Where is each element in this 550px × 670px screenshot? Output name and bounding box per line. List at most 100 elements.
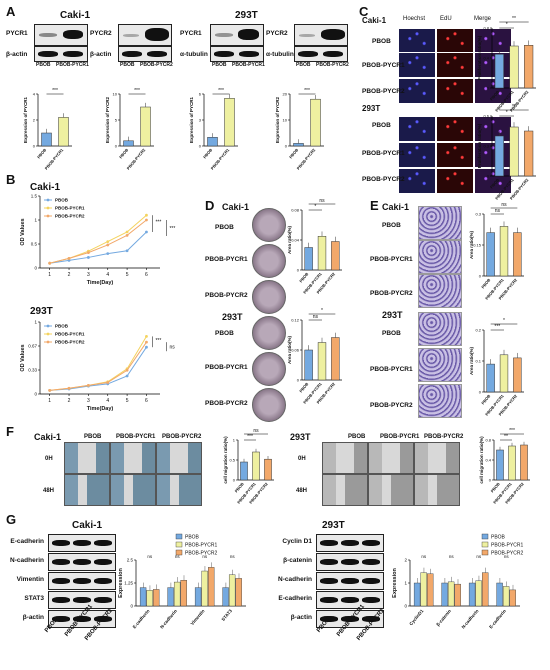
g-caki-title: Caki-1 xyxy=(72,520,103,531)
E-293-sig-label: * xyxy=(503,318,505,324)
a-x8: PBOB-PYCR2 xyxy=(316,62,349,68)
E-caki-bar xyxy=(513,232,522,277)
d-dish-3 xyxy=(252,316,286,350)
B-caki-point xyxy=(106,240,110,244)
c-image-r2-c0 xyxy=(398,78,436,104)
A-293-pycr1-ylabel: Expression of PYCR1 xyxy=(189,96,194,143)
d-row3: PBOB-PYCR2 xyxy=(205,292,248,299)
C-caki-bar xyxy=(524,45,534,89)
B-caki-xtick-label: 6 xyxy=(145,272,148,278)
g-caki-blot-0 xyxy=(48,534,116,552)
a-caki-actin-label: β-actin xyxy=(6,51,28,58)
g-293-band xyxy=(320,540,338,546)
e-row3: PBOB-PYCR2 xyxy=(370,290,413,297)
g-caki-band xyxy=(52,616,70,622)
D-293-sig-label: * xyxy=(321,308,323,314)
G-293-legend-label: PBOB-PYCR2 xyxy=(491,551,523,557)
G-caki-bar xyxy=(153,589,160,607)
E-293-xtick-label: PBOB xyxy=(480,393,491,405)
G-caki-ylabel: Expression xyxy=(118,568,124,598)
g-caki-blot-1 xyxy=(48,553,116,571)
c-col-edu: EdU xyxy=(440,16,452,22)
E-293-bar xyxy=(513,357,522,393)
G-293-legend-swatch xyxy=(481,541,489,548)
f-caki-title: Caki-1 xyxy=(34,432,62,442)
A-caki-pycr2-ytick-label: 5 xyxy=(115,118,118,123)
F-293-ytick-label: 0.4 xyxy=(485,458,491,463)
F-293-sig-label: ** xyxy=(504,434,508,440)
G-caki-xtick-label: N-cadherin xyxy=(159,608,178,629)
E-293-bar xyxy=(486,363,495,393)
A-caki-pycr2-bar xyxy=(123,140,134,147)
C-293-ylabel: Proliferation ratio(%) xyxy=(477,123,482,168)
D-293-ylabel: Area ratio(%) xyxy=(287,336,292,365)
B-293-xtick-label: 6 xyxy=(145,398,148,404)
a-293-title: 293T xyxy=(235,10,258,21)
g-293-row-label-3: E-cadherin xyxy=(278,595,312,602)
a-caki-pycr2-label: PYCR2 xyxy=(90,30,112,37)
B-caki-legend-label: PBOB xyxy=(55,198,69,203)
A-293-pycr1-ytick-label: 3 xyxy=(199,118,202,123)
c-image-r1-c0 xyxy=(398,52,436,78)
A-caki-pycr2-sig-label: *** xyxy=(134,88,140,94)
g-293-band xyxy=(362,597,380,603)
g-caki-band xyxy=(73,578,91,584)
A-caki-pycr1-ytick-label: 4 xyxy=(33,92,36,97)
g-293-band xyxy=(362,559,380,565)
e-image-3 xyxy=(418,312,462,346)
B-caki-legend-marker xyxy=(46,214,50,218)
A-caki-pycr1-ylabel: Expression of PYCR1 xyxy=(23,96,28,143)
G-caki-bar xyxy=(167,587,174,607)
B-caki-ytick-label: 0.5 xyxy=(31,242,38,247)
B-caki-xtick-label: 4 xyxy=(106,272,109,278)
g-caki-blot-4 xyxy=(48,610,116,628)
G-caki-bar xyxy=(228,574,236,607)
f-col6: PBOB-PYCR2 xyxy=(424,434,464,440)
B-293-legend-marker xyxy=(46,324,50,328)
c-293-title: 293T xyxy=(362,104,381,113)
C-caki-xtick-label: PBOB xyxy=(489,89,500,101)
B-293-xtick-label: 1 xyxy=(48,398,51,404)
g-293-band xyxy=(341,559,359,565)
a-x3: PBOB xyxy=(120,62,135,68)
g-293-row-label-2: N-cadherin xyxy=(278,576,312,583)
A-caki-pycr2-ylabel: Expression of PYCR2 xyxy=(105,96,110,143)
B-293-xtick-label: 5 xyxy=(126,398,129,404)
A-293-pycr1-bar xyxy=(224,98,235,147)
B-caki-point xyxy=(125,233,129,237)
f-col4: PBOB xyxy=(348,434,366,440)
C-293-bar xyxy=(494,135,504,177)
G-caki-legend-swatch xyxy=(175,533,183,540)
c-caki-title: Caki-1 xyxy=(362,16,387,25)
G-293-bar xyxy=(482,572,489,607)
f-caki-48h: 48H xyxy=(43,488,55,494)
c-row2: PBOB-PYCR1 xyxy=(362,62,405,69)
A-caki-pycr1-bar xyxy=(41,132,52,147)
panel-label-g: G xyxy=(6,512,17,527)
G-caki-legend-swatch xyxy=(175,549,183,556)
B-caki-point xyxy=(106,243,110,247)
c-image-r3-c0 xyxy=(398,116,436,142)
G-293-bar xyxy=(413,582,421,607)
B-293-point xyxy=(106,381,110,384)
g-caki-band xyxy=(73,540,91,546)
G-caki-legend-label: PBOB-PYCR1 xyxy=(185,543,217,549)
f-image-1-r0-c1 xyxy=(368,442,414,474)
A-293-pycr1-bar xyxy=(207,137,218,147)
a-293-tub-label: α-tubulin xyxy=(180,51,208,58)
B-caki-legend-label: PBOB-PYCR2 xyxy=(55,214,85,219)
f-col5: PBOB-PYCR1 xyxy=(380,434,420,440)
a-caki-actin2-blot xyxy=(118,46,172,62)
e-image-5 xyxy=(418,384,462,418)
A-293-pycr2-ytick-label: 10 xyxy=(283,118,288,123)
A-caki-pycr1-xtick-label: PBOB xyxy=(36,147,47,159)
D-caki-bar xyxy=(331,241,340,271)
f-image-0-r0-c1 xyxy=(110,442,156,474)
f-image-0-r0-c2 xyxy=(156,442,202,474)
E-caki-ytick-label: 0.3 xyxy=(475,212,481,217)
G-293-xtick-label: CyclinD1 xyxy=(408,608,425,626)
g-caki-band xyxy=(94,559,112,565)
E-293-sig-label: *** xyxy=(494,324,500,330)
g-caki-band xyxy=(73,559,91,565)
D-293-ytick-label: 0.12 xyxy=(291,318,300,323)
